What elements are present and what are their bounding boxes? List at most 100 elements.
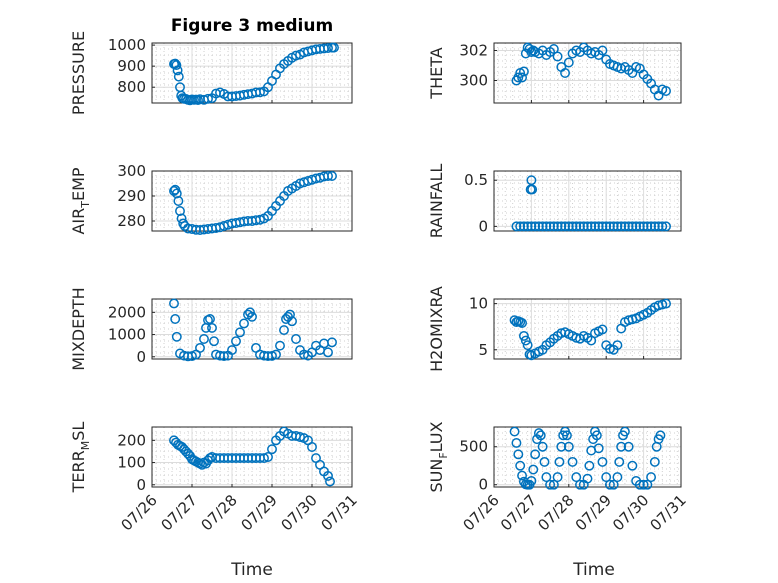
y-tick-label: 1000	[108, 326, 146, 344]
axes-frame	[151, 426, 353, 488]
data-point	[170, 58, 181, 69]
data-point	[638, 221, 649, 232]
data-point	[219, 351, 229, 362]
data-point	[575, 221, 585, 232]
data-point	[287, 316, 297, 327]
x-axis-label-right: Time	[572, 560, 615, 580]
data-point	[522, 221, 533, 232]
data-point	[649, 456, 660, 467]
data-point	[205, 314, 215, 324]
data-point	[548, 479, 559, 490]
data-point	[627, 221, 638, 232]
data-point	[530, 221, 541, 232]
data-point	[616, 221, 627, 232]
data-point	[548, 44, 559, 54]
data-point	[325, 476, 335, 487]
data-point	[616, 441, 627, 452]
data-point	[623, 221, 634, 232]
data-point	[634, 479, 645, 490]
data-point	[530, 449, 541, 460]
data-point	[323, 347, 333, 358]
data-point	[642, 479, 653, 490]
data-point	[582, 221, 593, 232]
y-axis-label-air-temp: AIRTEMP	[69, 167, 92, 234]
data-point	[604, 221, 615, 232]
data-point	[597, 45, 608, 56]
data-point	[526, 175, 537, 186]
data-point	[275, 340, 285, 351]
y-tick-label: 0	[136, 348, 146, 366]
y-axis-label-rainfall: RAINFALL	[427, 164, 446, 239]
data-point	[661, 221, 671, 232]
y-axis-label-mixdepth: MIXDEPTH	[69, 287, 88, 370]
data-point	[526, 475, 537, 486]
data-point	[247, 311, 257, 322]
y-tick-label: 900	[117, 57, 146, 75]
data-point	[571, 472, 582, 483]
data-point	[556, 441, 567, 452]
data-point	[560, 68, 571, 78]
data-point	[533, 221, 544, 232]
axes-frame	[151, 42, 353, 104]
data-point	[554, 456, 565, 467]
data-point	[511, 437, 522, 448]
y-tick-label: 5	[478, 341, 488, 359]
y-tick-label: 800	[117, 78, 146, 96]
subplot-h2omixra: 10 5 H2OMIXRA	[427, 286, 682, 372]
y-tick-label: 280	[117, 212, 146, 230]
data-point	[323, 470, 333, 481]
data-point	[601, 221, 612, 232]
y-tick-label: 300	[117, 162, 146, 180]
data-point	[593, 443, 604, 454]
data-point	[203, 93, 213, 104]
data-point	[608, 221, 619, 232]
data-point	[239, 318, 249, 329]
data-point	[552, 472, 563, 483]
data-point	[172, 65, 183, 76]
data-point	[634, 221, 645, 232]
data-point	[661, 86, 671, 96]
data-point	[556, 328, 567, 339]
y-tick-label: 1000	[108, 36, 146, 54]
data-point	[646, 221, 657, 232]
axes-frame	[493, 298, 682, 360]
data-point	[545, 479, 556, 490]
data-point	[263, 452, 273, 462]
data-point	[285, 309, 295, 320]
data-point	[323, 171, 333, 181]
y-tick-label: 500	[459, 438, 488, 456]
data-point	[535, 430, 546, 441]
data-point	[560, 221, 571, 232]
data-point	[604, 479, 615, 490]
data-point	[518, 221, 529, 232]
data-point	[528, 464, 539, 475]
data-point	[597, 324, 608, 335]
data-point	[231, 336, 241, 347]
y-axis-label-terr-msl: TERRMSL	[69, 422, 92, 494]
subplot-mixdepth: 2000 1000 0 MIXDEPTH	[69, 287, 353, 371]
data-point	[170, 314, 181, 324]
data-point	[537, 441, 548, 452]
data-point	[245, 307, 255, 318]
data-point	[522, 340, 533, 351]
data-point	[552, 51, 563, 62]
data-point	[597, 221, 608, 232]
data-point	[323, 43, 333, 54]
x-axis-label-left: Time	[230, 560, 273, 580]
data-point	[279, 325, 289, 336]
data-point	[539, 456, 550, 467]
data-point	[518, 66, 529, 77]
data-point	[649, 221, 660, 232]
data-point	[646, 472, 657, 483]
data-point	[171, 331, 182, 342]
data-point	[517, 72, 527, 83]
data-point	[612, 221, 623, 232]
subplot-air-temp: 300 290 280 AIRTEMP	[69, 162, 353, 235]
axes-frame	[151, 170, 353, 232]
y-tick-label: 200	[117, 431, 146, 449]
data-point	[608, 479, 619, 490]
data-point	[631, 221, 642, 232]
data-point	[623, 441, 634, 452]
data-point	[552, 221, 563, 232]
